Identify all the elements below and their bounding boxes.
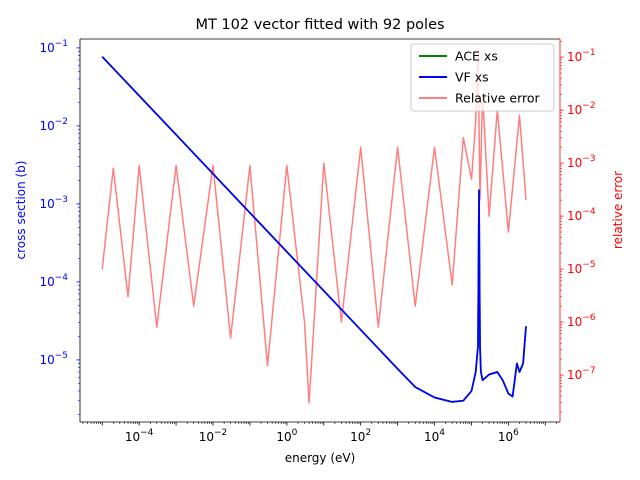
y-right-tick-label: 10−5 <box>567 260 596 276</box>
y-left-tick-label: 10−3 <box>39 195 68 211</box>
x-tick-label: 10−4 <box>125 428 154 444</box>
series-line-relative-error <box>101 47 527 404</box>
y-right-tick-label: 10−3 <box>567 154 596 170</box>
x-axis-label: energy (eV) <box>285 451 356 465</box>
y-left-tick-label: 10−2 <box>39 117 68 133</box>
x-tick-label: 102 <box>350 428 371 444</box>
plot-area <box>101 47 527 404</box>
y-right-tick-label: 10−4 <box>567 207 596 223</box>
chart-title: MT 102 vector fitted with 92 poles <box>195 17 444 33</box>
y-axis-right-label: relative error <box>611 171 625 249</box>
y-axis-left-label: cross section (b) <box>14 161 28 260</box>
legend-label: ACE xs <box>455 49 498 64</box>
y-left-tick-label: 10−5 <box>39 351 68 367</box>
x-tick-label: 104 <box>424 428 445 444</box>
series-line-vf-xs <box>101 56 527 403</box>
y-right-tick-label: 10−7 <box>567 366 596 382</box>
x-tick-label: 106 <box>498 428 519 444</box>
legend-label: Relative error <box>455 91 541 106</box>
y-right-tick-label: 10−6 <box>567 313 596 329</box>
y-left-tick-label: 10−4 <box>39 273 68 289</box>
x-tick-label: 10−2 <box>199 428 228 444</box>
x-tick-label: 100 <box>276 428 297 444</box>
y-right-tick-label: 10−2 <box>567 101 596 117</box>
legend-box <box>410 43 555 112</box>
axes: 10−4 10−2 100 102 104 106 10−1 10−2 10−3 10−4 10−5… <box>39 38 596 444</box>
legend-label: VF xs <box>455 70 489 85</box>
legend: ACE xs VF xs Relative error <box>410 43 555 112</box>
y-left-tick-label: 10−1 <box>39 39 68 55</box>
y-right-tick-label: 10−1 <box>567 48 596 64</box>
